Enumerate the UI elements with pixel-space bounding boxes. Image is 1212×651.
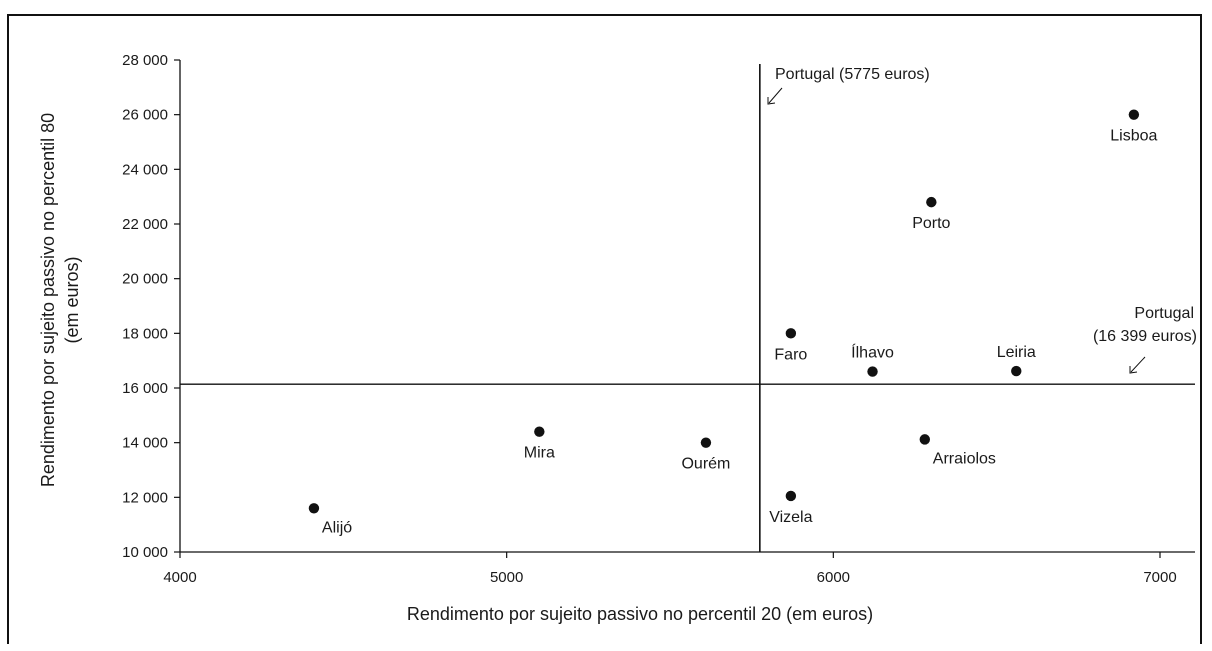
point-label: Faro (774, 346, 807, 363)
x-tick-label: 6000 (817, 569, 850, 586)
portugal-horizontal-label-line1: Portugal (1134, 305, 1194, 322)
portugal-horizontal-arrow (1130, 356, 1146, 373)
point-label: Ourém (681, 456, 730, 473)
data-point (785, 490, 797, 502)
portugal-vertical-arrow (768, 87, 783, 104)
portugal-horizontal-arrowhead (1129, 366, 1138, 374)
point-label: Vizela (769, 509, 812, 526)
reference-lines: Portugal (5775 euros) Portugal (16 399 eur… (180, 64, 1197, 552)
y-tick-label: 28 000 (122, 52, 168, 69)
data-point (919, 434, 930, 445)
ticks: 10 000 12 000 14 000 16 000 18 000 20 000 22 0… (122, 52, 1177, 586)
point-label: Alijó (322, 519, 352, 536)
y-axis-title-line: Rendimento por sujeito passivo no percen… (38, 113, 58, 487)
point-label: Ílhavo (851, 343, 894, 362)
y-axis-title: Rendimento por sujeito passivo no percen… (38, 113, 82, 487)
y-tick-label: 10 000 (122, 544, 168, 561)
y-tick-label: 20 000 (122, 271, 168, 288)
y-tick-label: 16 000 (122, 380, 168, 397)
data-point (926, 196, 937, 208)
data-points: Alijó Mira Ourém Faro Vizela Ílhavo Arraiolos P… (308, 109, 1158, 536)
data-point (867, 366, 878, 377)
data-point (308, 503, 320, 514)
data-point (785, 328, 797, 339)
x-tick-label: 5000 (490, 569, 523, 586)
y-tick-label: 12 000 (122, 489, 168, 506)
x-tick-label: 4000 (163, 569, 196, 586)
portugal-horizontal-label-line2: (16 399 euros) (1093, 328, 1197, 345)
data-point (1128, 109, 1140, 120)
y-tick-label: 22 000 (122, 216, 168, 233)
data-point (1011, 365, 1022, 377)
y-tick-label: 24 000 (122, 161, 168, 178)
chart-frame (7, 14, 1202, 644)
y-tick-label: 18 000 (122, 325, 168, 342)
axes (179, 60, 1195, 553)
portugal-vertical-arrowhead (767, 97, 776, 105)
x-axis-title: Rendimento por sujeito passivo no percen… (407, 604, 873, 624)
point-label: Porto (912, 215, 950, 232)
data-point (534, 426, 545, 437)
y-tick-label: 14 000 (122, 435, 168, 452)
point-label: Lisboa (1110, 128, 1157, 145)
y-tick-label: 26 000 (122, 107, 168, 124)
x-tick-label: 7000 (1143, 569, 1176, 586)
point-label: Mira (524, 445, 555, 462)
y-axis-title-line: (em euros) (62, 256, 82, 343)
point-label: Arraiolos (933, 450, 996, 467)
portugal-vertical-label: Portugal (5775 euros) (775, 66, 930, 83)
point-label: Leiria (997, 344, 1036, 361)
data-point (700, 437, 712, 448)
